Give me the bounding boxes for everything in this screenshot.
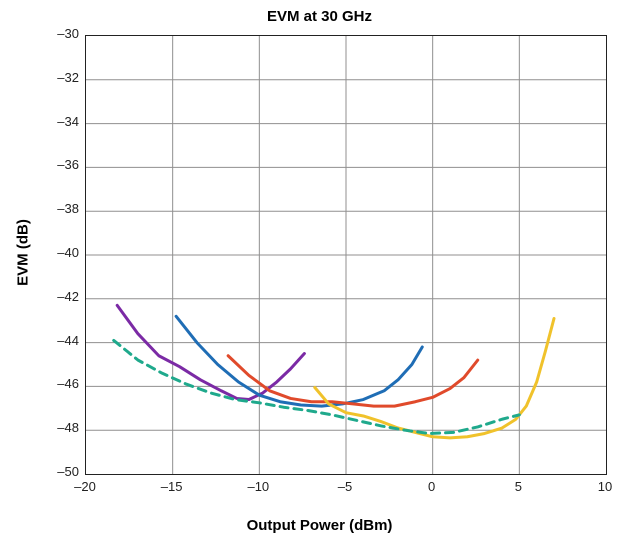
y-tick-label: –42	[39, 289, 79, 304]
x-tick-label: –5	[325, 479, 365, 494]
series-purple	[117, 305, 304, 399]
y-tick-label: –36	[39, 157, 79, 172]
chart-title: EVM at 30 GHz	[0, 8, 639, 25]
y-tick-label: –50	[39, 464, 79, 479]
y-tick-label: –38	[39, 201, 79, 216]
plot-area	[85, 35, 607, 475]
plot-svg	[86, 36, 606, 474]
x-tick-label: –20	[65, 479, 105, 494]
y-tick-label: –34	[39, 114, 79, 129]
x-tick-label: 0	[412, 479, 452, 494]
x-tick-label: –10	[238, 479, 278, 494]
series-teal-dashed	[114, 340, 520, 433]
x-tick-label: 10	[585, 479, 625, 494]
y-tick-label: –32	[39, 70, 79, 85]
x-axis-label: Output Power (dBm)	[0, 517, 639, 534]
y-axis-label: EVM (dB)	[15, 193, 32, 313]
y-tick-label: –40	[39, 245, 79, 260]
y-tick-label: –46	[39, 376, 79, 391]
y-tick-label: –44	[39, 333, 79, 348]
evm-chart: EVM at 30 GHz EVM (dB) Output Power (dBm…	[0, 0, 639, 542]
y-tick-label: –30	[39, 26, 79, 41]
y-tick-label: –48	[39, 420, 79, 435]
x-tick-label: 5	[498, 479, 538, 494]
x-tick-label: –15	[152, 479, 192, 494]
